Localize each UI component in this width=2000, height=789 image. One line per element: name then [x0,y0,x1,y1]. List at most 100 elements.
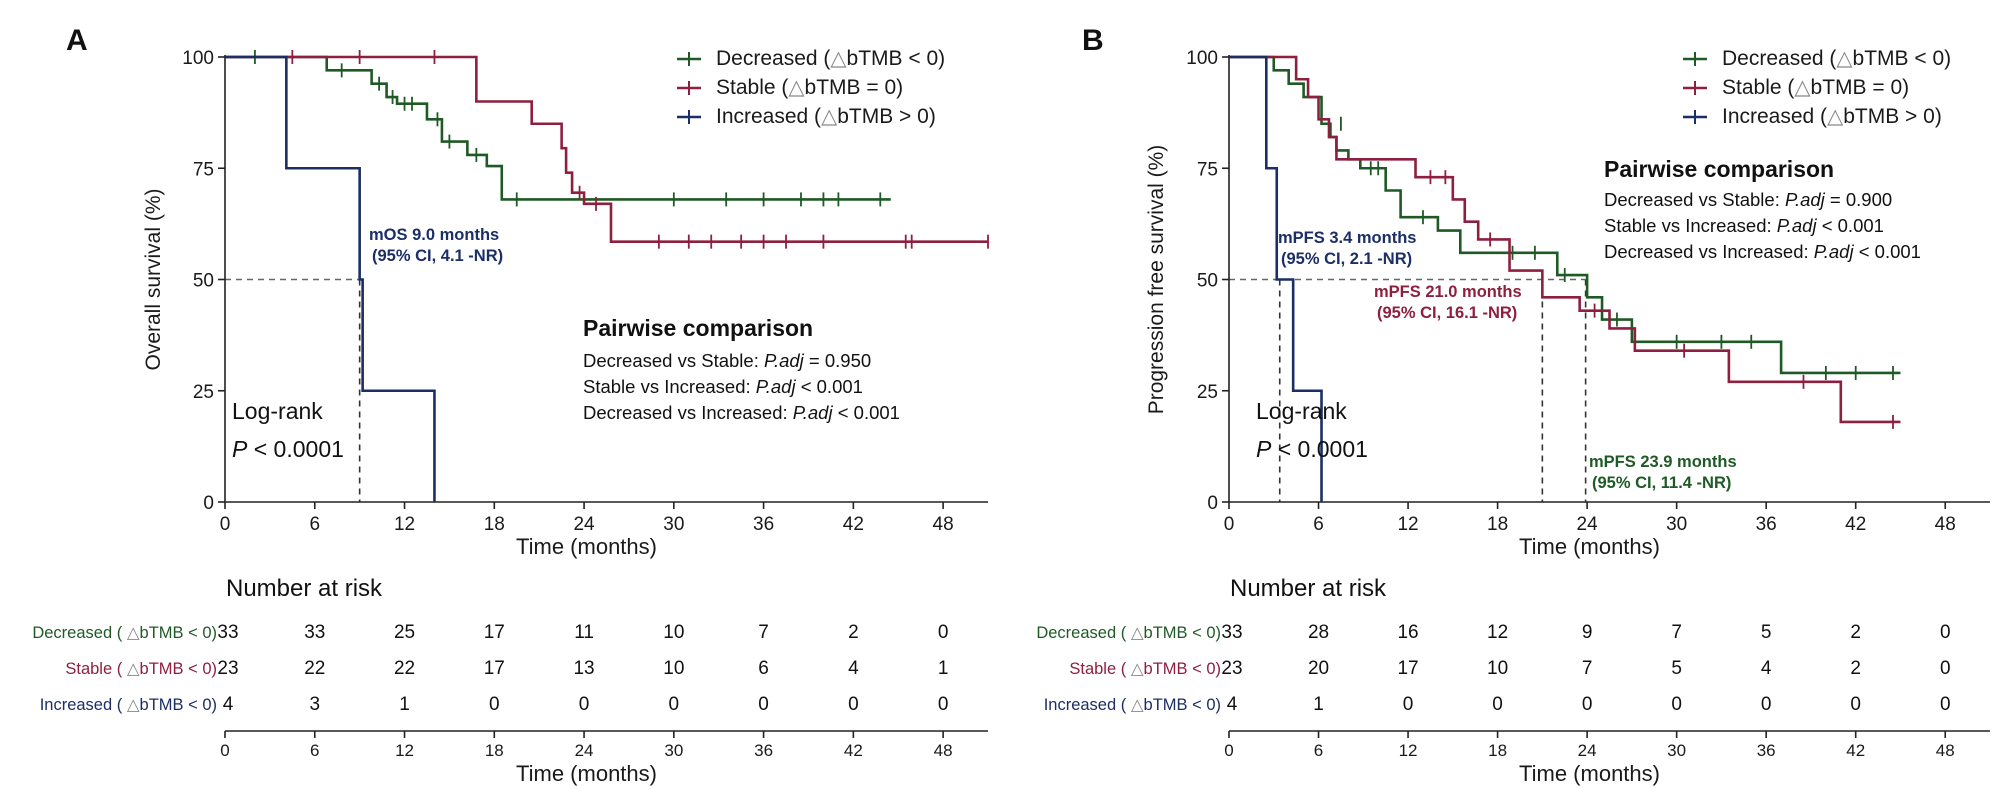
y-tick-label: 100 [1186,48,1218,69]
risk-count: 0 [669,694,680,715]
pairwise-row: Decreased vs Stable: P.adj = 0.950 [583,350,871,371]
risk-count: 0 [1403,694,1414,715]
delta-symbol: △ [1794,76,1811,99]
delta-symbol: △ [830,47,847,70]
delta-symbol: △ [1131,660,1144,678]
x-tick-label: 0 [1224,514,1235,535]
risk-count: 22 [304,658,325,679]
risk-row-label-text: bTMB < 0) [1144,624,1221,642]
risk-x-axis-title: Time (months) [1519,761,1660,786]
risk-count: 13 [573,658,594,679]
risk-count: 23 [217,658,238,679]
risk-count: 0 [938,694,949,715]
risk-row-label-text: Increased ( [40,696,127,714]
risk-count: 11 [574,622,594,643]
x-tick-label: 48 [933,514,954,535]
legend-text: Increased ( [716,105,821,128]
pairwise-row: Stable vs Increased: P.adj < 0.001 [583,376,863,397]
x-tick-label: 18 [1487,514,1508,535]
legend-text: Increased ( [1722,105,1827,128]
pairwise-label: Decreased vs Stable: [1604,189,1785,210]
legend-text: bTMB = 0) [805,76,904,99]
pairwise-stat: P.adj [1814,241,1855,262]
risk-x-tick-label: 0 [220,741,229,760]
x-tick-label: 24 [573,514,595,535]
risk-x-tick-label: 6 [310,741,319,760]
risk-row-label-decreased: Decreased ( △bTMB < 0) [32,624,217,642]
risk-x-tick-label: 24 [575,741,594,760]
risk-x-tick-label: 12 [395,741,414,760]
risk-count: 0 [1940,658,1951,679]
risk-count: 20 [1308,658,1329,679]
risk-count: 0 [489,694,500,715]
risk-count: 9 [1582,622,1593,643]
y-tick-label: 50 [1197,271,1218,292]
p-symbol: P [232,436,248,462]
risk-x-tick-label: 36 [1757,741,1776,760]
median-annotation-increased: mOS 9.0 months [369,226,499,244]
risk-x-axis-title: Time (months) [516,761,657,786]
legend-entry-stable: Stable (△bTMB = 0) [1722,76,1909,99]
pairwise-label: Decreased vs Stable: [583,350,764,371]
x-tick-label: 30 [1666,514,1687,535]
pairwise-row: Decreased vs Increased: P.adj < 0.001 [1604,241,1921,262]
risk-count: 7 [758,622,769,643]
logrank-title: Log-rank [1256,398,1347,424]
risk-count: 23 [1221,658,1242,679]
y-tick-label: 25 [193,382,214,403]
risk-count: 7 [1671,622,1682,643]
pairwise-title: Pairwise comparison [583,315,813,341]
risk-x-tick-label: 48 [934,741,953,760]
logrank-p-value: P < 0.0001 [1256,436,1368,462]
km-curve-stable [1229,55,1901,424]
risk-count: 17 [484,658,505,679]
risk-count: 1 [1313,694,1324,715]
risk-count: 0 [1761,694,1772,715]
risk-row-label-text: bTMB < 0) [1144,696,1221,714]
y-tick-label: 25 [1197,382,1218,403]
risk-x-tick-label: 30 [1667,741,1686,760]
panel-label: A [66,24,88,57]
x-axis-title: Time (months) [516,534,657,559]
risk-row-label-text: Stable ( [65,660,126,678]
y-tick-label: 75 [193,159,214,180]
y-tick-label: 0 [203,493,214,514]
x-tick-label: 48 [1935,514,1956,535]
legend-text: bTMB = 0) [1811,76,1910,99]
x-tick-label: 30 [663,514,684,535]
risk-count: 17 [484,622,505,643]
risk-count: 5 [1761,622,1772,643]
risk-count: 33 [1221,622,1242,643]
legend-text: bTMB > 0) [837,105,936,128]
legend-text: Decreased ( [716,47,830,70]
risk-count: 6 [758,658,769,679]
risk-row-label-text: bTMB < 0) [1144,660,1221,678]
legend-entry-decreased: Decreased (△bTMB < 0) [1722,47,1951,70]
x-tick-label: 42 [843,514,864,535]
legend-text: bTMB < 0) [1853,47,1952,70]
risk-count: 0 [1940,694,1951,715]
risk-row-label-text: bTMB < 0) [140,624,217,642]
pairwise-value: = 0.900 [1825,189,1892,210]
delta-symbol: △ [1131,696,1144,714]
risk-x-tick-label: 42 [844,741,863,760]
pairwise-stat: P.adj [1777,215,1818,236]
x-tick-label: 6 [1313,514,1324,535]
y-tick-label: 100 [182,48,214,69]
x-tick-label: 24 [1577,514,1599,535]
legend-text: Stable ( [1722,76,1794,99]
risk-count: 17 [1397,658,1418,679]
risk-count: 10 [1487,658,1508,679]
median-annotation-increased: (95% CI, 4.1 -NR) [372,247,503,265]
x-axis-title: Time (months) [1519,534,1660,559]
risk-x-tick-label: 18 [485,741,504,760]
logrank-title: Log-rank [232,398,323,424]
y-tick-label: 0 [1207,493,1218,514]
x-tick-label: 36 [1756,514,1777,535]
risk-count: 4 [1761,658,1772,679]
median-annotation-stable: (95% CI, 16.1 -NR) [1377,304,1517,322]
pairwise-value: < 0.001 [833,402,900,423]
risk-count: 0 [1850,694,1861,715]
p-value-text: < 0.0001 [247,436,344,462]
legend-entry-stable: Stable (△bTMB = 0) [716,76,903,99]
